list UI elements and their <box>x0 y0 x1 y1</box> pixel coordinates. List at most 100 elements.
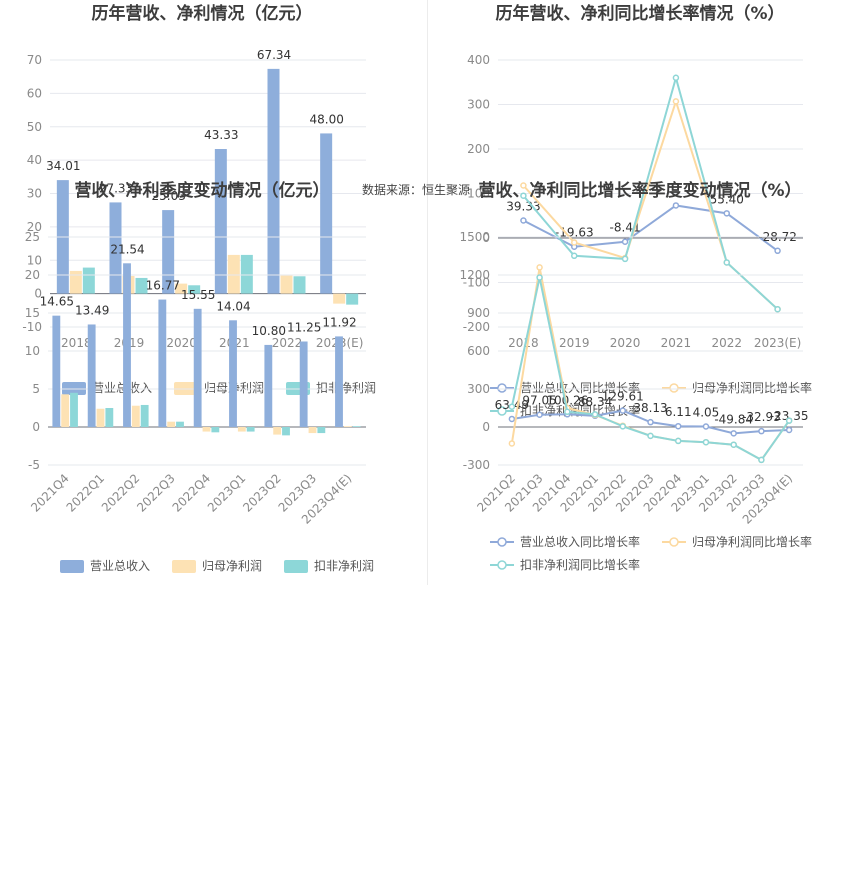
x-tick-label: 2022Q2 <box>99 471 143 515</box>
bar <box>87 324 96 427</box>
data-label: 6.11 <box>665 405 692 419</box>
bar <box>52 315 61 427</box>
y-tick-label: 25 <box>25 230 40 244</box>
bar <box>214 149 227 294</box>
legend-label: 营业总收入 <box>90 559 150 573</box>
x-tick-label: 2021Q4 <box>28 471 72 515</box>
bar <box>140 404 149 427</box>
data-point <box>672 202 680 209</box>
bar <box>237 427 246 432</box>
x-tick-label: 2023Q1 <box>205 471 249 515</box>
bar <box>246 427 255 432</box>
bar <box>280 275 293 294</box>
x-tick-label: 2023Q2 <box>240 471 284 515</box>
data-point <box>536 274 543 281</box>
legend-swatch-marker <box>497 383 507 393</box>
x-tick-label: 2018 <box>61 336 92 350</box>
chart-title: 历年营收、净利同比增长率情况（%） <box>495 3 784 24</box>
legend-swatch <box>172 560 196 573</box>
legend-swatch <box>284 560 308 573</box>
bar <box>299 341 308 427</box>
x-tick-label: 2022Q1 <box>64 471 108 515</box>
bar <box>273 427 282 435</box>
data-point <box>730 441 737 448</box>
y-tick-label: 0 <box>34 287 42 301</box>
legend-label: 营业总收入同比增长率 <box>520 534 640 549</box>
bar <box>308 427 317 434</box>
y-tick-label: 1500 <box>459 230 490 244</box>
x-tick-label: 2018 <box>508 336 539 350</box>
data-source-text: 数据来源：恒生聚源 <box>362 182 470 197</box>
data-point <box>571 252 578 260</box>
series-line <box>522 204 779 252</box>
data-point <box>785 417 793 424</box>
y-tick-label: -200 <box>463 320 490 334</box>
y-tick-label: 200 <box>467 142 490 156</box>
bar <box>264 344 273 427</box>
bar <box>346 293 359 305</box>
data-label: 97.05 <box>522 394 556 408</box>
legend-label: 扣非净利润 <box>316 381 376 395</box>
data-point <box>702 438 710 446</box>
y-tick-label: -5 <box>28 458 40 472</box>
data-point <box>536 411 543 418</box>
bar <box>335 336 343 427</box>
data-label: 13.49 <box>75 303 109 317</box>
data-label: 88.34 <box>578 395 612 409</box>
bar <box>61 394 70 427</box>
bar <box>333 293 346 304</box>
y-tick-label: 70 <box>27 53 42 67</box>
data-point <box>508 415 516 423</box>
data-point <box>723 259 730 266</box>
data-label: 4.05 <box>693 405 720 419</box>
data-label: 38.13 <box>633 401 667 415</box>
y-tick-label: 5 <box>32 382 40 396</box>
data-point <box>674 422 682 430</box>
data-point <box>571 239 578 246</box>
data-point <box>672 98 680 105</box>
legend-swatch <box>60 560 84 573</box>
legend-swatch-marker <box>497 406 507 416</box>
data-label: 129.61 <box>602 390 644 404</box>
legend-label: 归母净利润同比增长率 <box>692 534 812 549</box>
x-tick-label: 2022 <box>711 336 742 350</box>
data-point <box>520 217 527 224</box>
data-point <box>758 427 765 435</box>
data-point <box>621 255 629 263</box>
data-point <box>508 440 516 447</box>
data-label: 14.65 <box>40 295 74 309</box>
y-tick-label: 60 <box>27 86 42 100</box>
data-point <box>674 437 682 445</box>
y-tick-label: 0 <box>482 231 490 245</box>
bar <box>176 421 184 427</box>
data-label: -49.84 <box>714 412 753 426</box>
bar <box>70 392 78 427</box>
chart-title: 营收、净利季度变动情况（亿元） <box>75 180 330 201</box>
x-tick-label: 2022Q3 <box>134 471 178 515</box>
x-tick-label: 2019 <box>559 336 590 350</box>
data-label: 48.00 <box>309 112 343 126</box>
bar <box>109 202 122 294</box>
x-tick-label: 2022 <box>272 336 303 350</box>
bar <box>282 427 290 436</box>
y-tick-label: 900 <box>467 306 490 320</box>
bar <box>158 299 167 427</box>
bar <box>123 263 131 427</box>
data-point <box>591 411 599 418</box>
y-tick-label: 10 <box>25 344 40 358</box>
legend-swatch-marker <box>497 537 507 547</box>
legend-swatch-marker <box>497 560 507 570</box>
data-point <box>647 418 654 426</box>
data-label: 14.04 <box>216 299 250 313</box>
x-tick-label: 2021 <box>661 336 692 350</box>
bar <box>229 320 237 427</box>
data-label: 21.54 <box>110 242 144 256</box>
data-point <box>536 264 543 271</box>
data-label: 43.33 <box>204 128 238 142</box>
panel-divider <box>427 0 428 585</box>
bar <box>352 426 361 427</box>
data-point <box>723 210 730 217</box>
data-point <box>508 403 516 410</box>
bar <box>167 421 176 427</box>
